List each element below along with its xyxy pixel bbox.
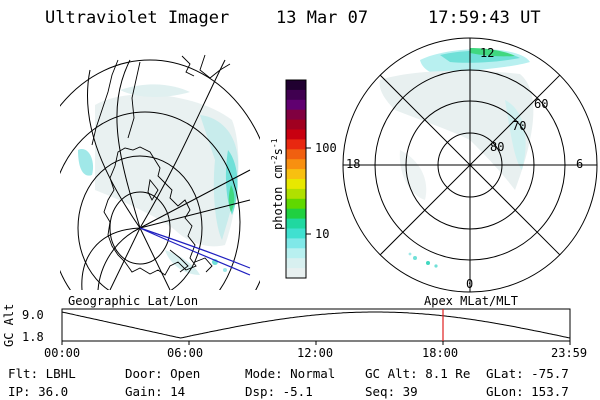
colorbar-band	[286, 218, 306, 230]
colorbar-unit-exp1: -2	[270, 155, 279, 165]
info-filter: Flt: LBHL	[8, 366, 76, 381]
info-ip: IP: 36.0	[8, 384, 69, 399]
colorbar-band	[286, 188, 306, 200]
colorbar-band	[286, 129, 306, 140]
altitude-xtick-1200: 12:00	[297, 346, 334, 360]
info-dsp: Dsp: -5.1	[245, 384, 313, 399]
altitude-xtick-2359: 23:59	[551, 346, 588, 360]
info-glon: GLon: 153.7	[486, 384, 569, 399]
polar-emission	[379, 48, 534, 268]
colorbar-band	[286, 159, 306, 170]
info-seq: Seq: 39	[365, 384, 418, 399]
altitude-ytick-high: 9.0	[22, 308, 44, 322]
coastlines	[91, 54, 231, 276]
colorbar-band	[286, 228, 306, 239]
colorbar-band	[286, 119, 306, 131]
colorbar-band	[286, 169, 306, 180]
altitude-xtick-0000: 00:00	[44, 346, 81, 360]
colorbar-tick-10: 10	[315, 227, 330, 241]
geographic-label: Geographic Lat/Lon	[68, 294, 199, 308]
polar-lat-70: 70	[512, 119, 527, 133]
track-line	[139, 227, 251, 276]
polar-lat-80: 80	[490, 140, 505, 154]
geographic-map	[60, 54, 260, 290]
colorbar-band	[286, 198, 306, 210]
info-gc-alt: GC Alt: 8.1 Re	[365, 366, 471, 381]
colorbar-band	[286, 238, 306, 249]
time-label: 17:59:43 UT	[428, 8, 541, 28]
colorbar-band	[286, 179, 306, 190]
colorbar-unit-exp2: -1	[270, 138, 279, 149]
colorbar-unit-label: photon cm-2s-1	[270, 138, 285, 230]
colorbar-frame	[285, 79, 307, 279]
colorbar-band	[286, 268, 306, 279]
colorbar	[286, 80, 306, 279]
colorbar-band	[286, 89, 306, 101]
info-glat: GLat: -75.7	[486, 366, 569, 381]
instrument-title: Ultraviolet Imager	[45, 8, 230, 28]
colorbar-tick-100: 100	[315, 141, 337, 155]
info-door: Door: Open	[125, 366, 201, 381]
geo-emission	[78, 84, 239, 275]
polar-mlt-18: 18	[346, 157, 361, 171]
polar-lat-60: 60	[534, 97, 549, 111]
apex-label: Apex MLat/MLT	[424, 294, 518, 308]
altitude-plot	[61, 308, 571, 345]
altitude-ytick-low: 1.8	[22, 330, 44, 344]
date-label: 13 Mar 07	[276, 8, 369, 28]
info-mode: Mode: Normal	[245, 366, 336, 381]
altitude-xtick-1800: 18:00	[422, 346, 459, 360]
polar-mlt-6: 6	[576, 157, 584, 171]
colorbar-unit-text: photon cm	[271, 164, 285, 230]
altitude-ylabel: GC Alt	[2, 303, 16, 347]
colorbar-band	[286, 139, 306, 150]
polar-plot	[342, 37, 598, 293]
colorbar-band	[286, 109, 306, 121]
polar-mlt-0: 0	[466, 277, 474, 291]
altitude-xtick-0600: 06:00	[167, 346, 204, 360]
colorbar-band	[286, 258, 306, 269]
colorbar-band	[286, 80, 306, 91]
colorbar-band	[286, 149, 306, 160]
colorbar-unit-s: s	[271, 148, 285, 156]
colorbar-band	[286, 99, 306, 111]
polar-mlt-12: 12	[480, 46, 495, 60]
info-gain: Gain: 14	[125, 384, 186, 399]
colorbar-band	[286, 208, 306, 220]
colorbar-band	[286, 248, 306, 259]
